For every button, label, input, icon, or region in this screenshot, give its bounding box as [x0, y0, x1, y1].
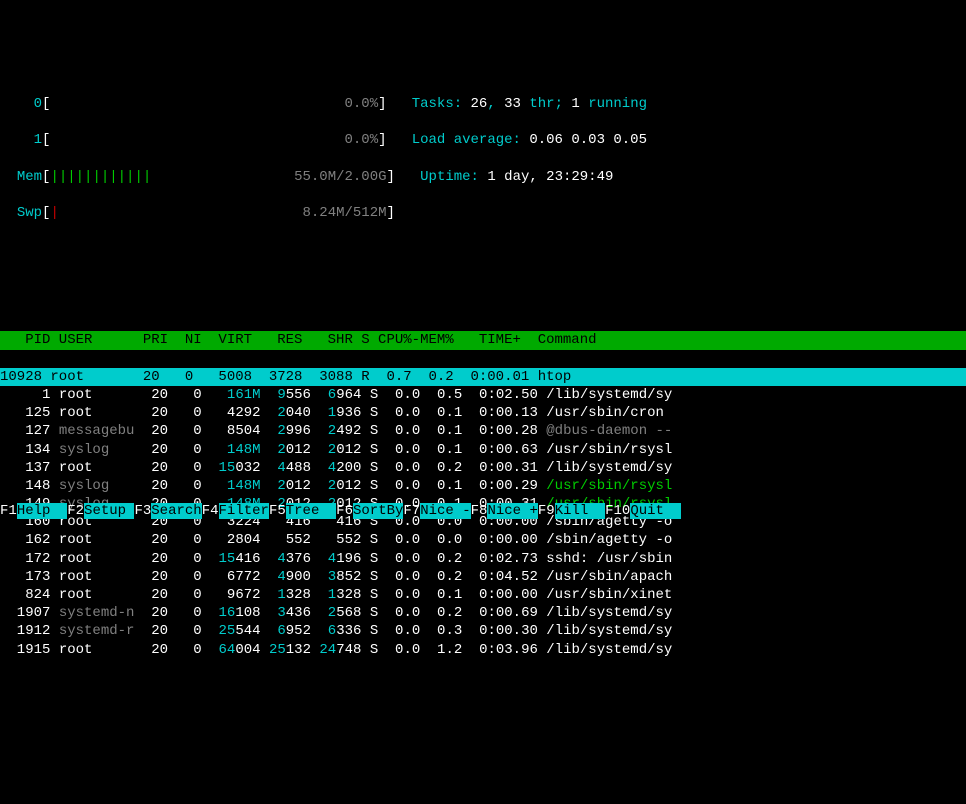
column-header[interactable]: PID USER PRI NI VIRT RES SHR S CPU%-MEM%…: [0, 331, 966, 349]
process-command: sshd: /usr/sbin: [546, 551, 672, 567]
swp-label: Swp: [17, 205, 42, 221]
fkey-f7: F7: [403, 503, 420, 519]
process-row[interactable]: 127 messagebu 20 0 8504 2996 2492 S 0.0 …: [0, 422, 966, 440]
process-row[interactable]: 1912 systemd-r 20 0 25544 6952 6336 S 0.…: [0, 622, 966, 640]
process-command: htop: [538, 369, 572, 385]
meters-panel: 0[ 0.0%] Tasks: 26, 33 thr; 1 running 1[…: [0, 73, 966, 277]
loadavg-label: Load average:: [412, 132, 530, 148]
fkey-f4: F4: [202, 503, 219, 519]
process-row[interactable]: 137 root 20 0 15032 4488 4200 S 0.0 0.2 …: [0, 459, 966, 477]
process-row[interactable]: 162 root 20 0 2804 552 552 S 0.0 0.0 0:0…: [0, 531, 966, 549]
process-row[interactable]: 824 root 20 0 9672 1328 1328 S 0.0 0.1 0…: [0, 586, 966, 604]
function-bar: F1Help F2Setup F3SearchF4FilterF5Tree F6…: [0, 502, 966, 520]
process-table: PID USER PRI NI VIRT RES SHR S CPU%-MEM%…: [0, 313, 966, 677]
process-command: /lib/systemd/sy: [546, 623, 672, 639]
process-command: /usr/sbin/rsysl: [546, 478, 672, 494]
process-command: /usr/sbin/xinet: [546, 587, 672, 603]
process-row-selected[interactable]: 10928 root 20 0 5008 3728 3088 R 0.7 0.2…: [0, 368, 966, 386]
fkey-f3: F3: [134, 503, 151, 519]
process-command: /usr/sbin/cron: [546, 405, 672, 421]
process-command: /lib/systemd/sy: [546, 642, 672, 658]
process-command: /lib/systemd/sy: [546, 460, 672, 476]
fkey-f9: F9: [538, 503, 555, 519]
fkey-label-f5[interactable]: Tree: [286, 503, 336, 519]
fkey-label-f4[interactable]: Filter: [219, 503, 269, 519]
process-command: /usr/sbin/apach: [546, 569, 672, 585]
process-row[interactable]: 1 root 20 0 161M 9556 6964 S 0.0 0.5 0:0…: [0, 386, 966, 404]
fkey-label-f1[interactable]: Help: [17, 503, 67, 519]
uptime-label: Uptime:: [420, 169, 487, 185]
process-row[interactable]: 173 root 20 0 6772 4900 3852 S 0.0 0.2 0…: [0, 568, 966, 586]
fkey-label-f9[interactable]: Kill: [555, 503, 605, 519]
fkey-f1: F1: [0, 503, 17, 519]
mem-label: Mem: [17, 169, 42, 185]
process-command: @dbus-daemon --: [546, 423, 672, 439]
process-command: /usr/sbin/rsysl: [546, 442, 672, 458]
tasks-label: Tasks:: [412, 96, 471, 112]
cpu0-label: 0: [34, 96, 42, 112]
process-row[interactable]: 125 root 20 0 4292 2040 1936 S 0.0 0.1 0…: [0, 404, 966, 422]
process-row[interactable]: 148 syslog 20 0 148M 2012 2012 S 0.0 0.1…: [0, 477, 966, 495]
fkey-f6: F6: [336, 503, 353, 519]
fkey-label-f10[interactable]: Quit: [630, 503, 680, 519]
process-row[interactable]: 172 root 20 0 15416 4376 4196 S 0.0 0.2 …: [0, 550, 966, 568]
fkey-label-f7[interactable]: Nice -: [420, 503, 470, 519]
fkey-f8: F8: [471, 503, 488, 519]
process-command: /lib/systemd/sy: [546, 605, 672, 621]
fkey-label-f2[interactable]: Setup: [84, 503, 134, 519]
fkey-label-f8[interactable]: Nice +: [487, 503, 537, 519]
process-command: /sbin/agetty -o: [546, 532, 672, 548]
fkey-label-f3[interactable]: Search: [151, 503, 201, 519]
fkey-f10: F10: [605, 503, 630, 519]
process-row[interactable]: 1907 systemd-n 20 0 16108 3436 2568 S 0.…: [0, 604, 966, 622]
process-row[interactable]: 1915 root 20 0 64004 25132 24748 S 0.0 1…: [0, 641, 966, 659]
process-row[interactable]: 134 syslog 20 0 148M 2012 2012 S 0.0 0.1…: [0, 441, 966, 459]
fkey-f2: F2: [67, 503, 84, 519]
cpu1-label: 1: [34, 132, 42, 148]
process-command: /lib/systemd/sy: [546, 387, 672, 403]
fkey-label-f6[interactable]: SortBy: [353, 503, 403, 519]
fkey-f5: F5: [269, 503, 286, 519]
